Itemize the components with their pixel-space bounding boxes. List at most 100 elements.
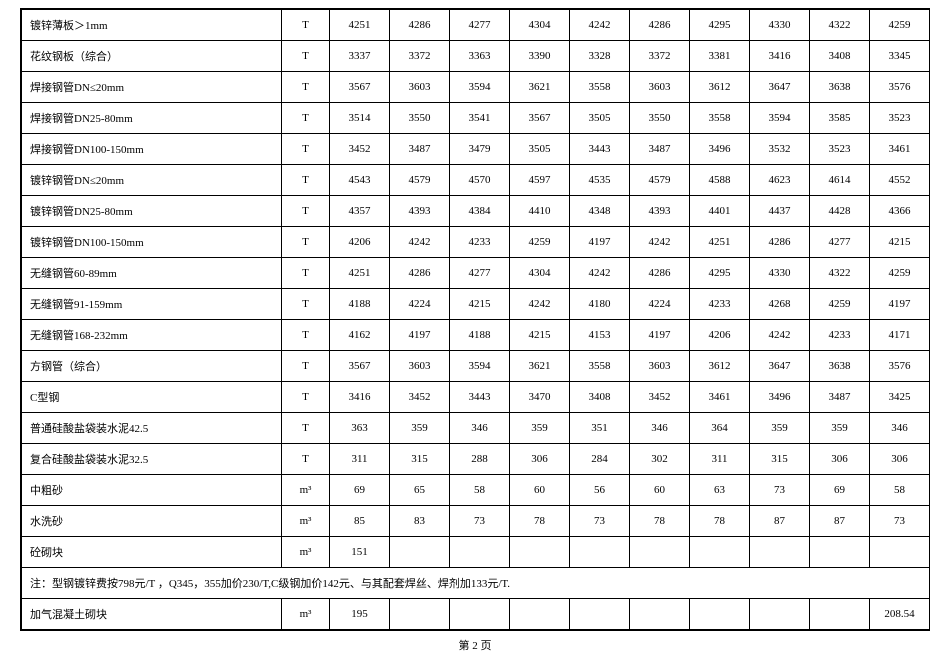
row-value [390, 599, 450, 630]
table-row: 花纹钢板（综合）T3337337233633390332833723381341… [22, 41, 930, 72]
row-value: 363 [330, 413, 390, 444]
table-row: 方钢管（综合）T35673603359436213558360336123647… [22, 351, 930, 382]
row-value: 69 [330, 475, 390, 506]
row-label: 镀锌钢管DN25-80mm [22, 196, 282, 227]
row-label: 镀锌钢管DN100-150mm [22, 227, 282, 258]
table-row: 焊接钢管DN100-150mmT345234873479350534433487… [22, 134, 930, 165]
row-value: 359 [510, 413, 570, 444]
row-value: 3567 [330, 351, 390, 382]
row-value: 3505 [510, 134, 570, 165]
row-value: 73 [870, 506, 930, 537]
row-value: 60 [630, 475, 690, 506]
row-value: 4322 [810, 258, 870, 289]
table-row: 普通硅酸盐袋装水泥42.5T36335934635935134636435935… [22, 413, 930, 444]
row-value [630, 537, 690, 568]
row-value: 3594 [450, 351, 510, 382]
table-note-row: 注：型钢镀锌费按798元/T ，Q345，355加价230/T,C级钢加价142… [22, 568, 930, 599]
row-value [510, 599, 570, 630]
row-unit: T [282, 103, 330, 134]
row-value: 4286 [630, 258, 690, 289]
row-label: 砼砌块 [22, 537, 282, 568]
row-value: 208.54 [870, 599, 930, 630]
row-unit: m³ [282, 537, 330, 568]
row-label: C型钢 [22, 382, 282, 413]
row-value [450, 537, 510, 568]
row-value: 3345 [870, 41, 930, 72]
row-value: 4384 [450, 196, 510, 227]
row-label: 焊接钢管DN≤20mm [22, 72, 282, 103]
row-value: 73 [570, 506, 630, 537]
row-value: 78 [630, 506, 690, 537]
row-value: 4197 [570, 227, 630, 258]
row-label: 无缝钢管168-232mm [22, 320, 282, 351]
row-value: 3647 [750, 351, 810, 382]
row-value: 4570 [450, 165, 510, 196]
row-value: 4242 [390, 227, 450, 258]
row-value: 69 [810, 475, 870, 506]
row-value: 315 [750, 444, 810, 475]
row-value: 4242 [630, 227, 690, 258]
row-label: 镀锌薄板＞1mm [22, 10, 282, 41]
row-value: 4153 [570, 320, 630, 351]
row-value: 3372 [630, 41, 690, 72]
row-value: 4623 [750, 165, 810, 196]
row-value: 4224 [390, 289, 450, 320]
row-unit: m³ [282, 506, 330, 537]
row-value: 4286 [630, 10, 690, 41]
row-value: 3487 [390, 134, 450, 165]
row-value: 4401 [690, 196, 750, 227]
row-value: 4277 [810, 227, 870, 258]
row-value: 3612 [690, 351, 750, 382]
row-value: 4286 [390, 10, 450, 41]
row-value: 4393 [390, 196, 450, 227]
row-value: 306 [870, 444, 930, 475]
row-value [570, 537, 630, 568]
row-unit: T [282, 444, 330, 475]
table-row: 镀锌钢管DN≤20mmT4543457945704597453545794588… [22, 165, 930, 196]
row-value: 4579 [390, 165, 450, 196]
row-value: 4428 [810, 196, 870, 227]
row-value: 85 [330, 506, 390, 537]
row-value [450, 599, 510, 630]
table-row: 镀锌薄板＞1mmT4251428642774304424242864295433… [22, 10, 930, 41]
row-value: 3621 [510, 72, 570, 103]
row-value: 4206 [330, 227, 390, 258]
row-value: 4330 [750, 258, 810, 289]
table-row: 中粗砂m³69655860566063736958 [22, 475, 930, 506]
row-value: 3603 [390, 72, 450, 103]
row-value: 4535 [570, 165, 630, 196]
row-value: 346 [870, 413, 930, 444]
row-value: 3594 [450, 72, 510, 103]
row-value: 315 [390, 444, 450, 475]
row-value: 4206 [690, 320, 750, 351]
row-value: 4295 [690, 258, 750, 289]
row-value: 4224 [630, 289, 690, 320]
row-value: 4242 [570, 258, 630, 289]
row-label: 复合硅酸盐袋装水泥32.5 [22, 444, 282, 475]
row-value: 4197 [630, 320, 690, 351]
row-value: 284 [570, 444, 630, 475]
row-value: 4410 [510, 196, 570, 227]
row-value: 4286 [390, 258, 450, 289]
row-value: 4366 [870, 196, 930, 227]
row-unit: T [282, 134, 330, 165]
row-value: 3496 [750, 382, 810, 413]
table-note: 注：型钢镀锌费按798元/T ，Q345，355加价230/T,C级钢加价142… [22, 568, 930, 599]
row-value: 73 [450, 506, 510, 537]
row-label: 方钢管（综合） [22, 351, 282, 382]
row-value: 4233 [450, 227, 510, 258]
row-value: 3523 [870, 103, 930, 134]
row-value: 4259 [870, 258, 930, 289]
row-value: 4233 [810, 320, 870, 351]
row-value: 4162 [330, 320, 390, 351]
row-unit: m³ [282, 599, 330, 630]
row-value: 4543 [330, 165, 390, 196]
row-value: 3416 [750, 41, 810, 72]
table-row: 镀锌钢管DN25-80mmT43574393438444104348439344… [22, 196, 930, 227]
row-label: 加气混凝土砌块 [22, 599, 282, 630]
row-value: 4251 [690, 227, 750, 258]
row-value: 3363 [450, 41, 510, 72]
row-value: 3603 [390, 351, 450, 382]
row-value: 3416 [330, 382, 390, 413]
row-label: 无缝钢管60-89mm [22, 258, 282, 289]
